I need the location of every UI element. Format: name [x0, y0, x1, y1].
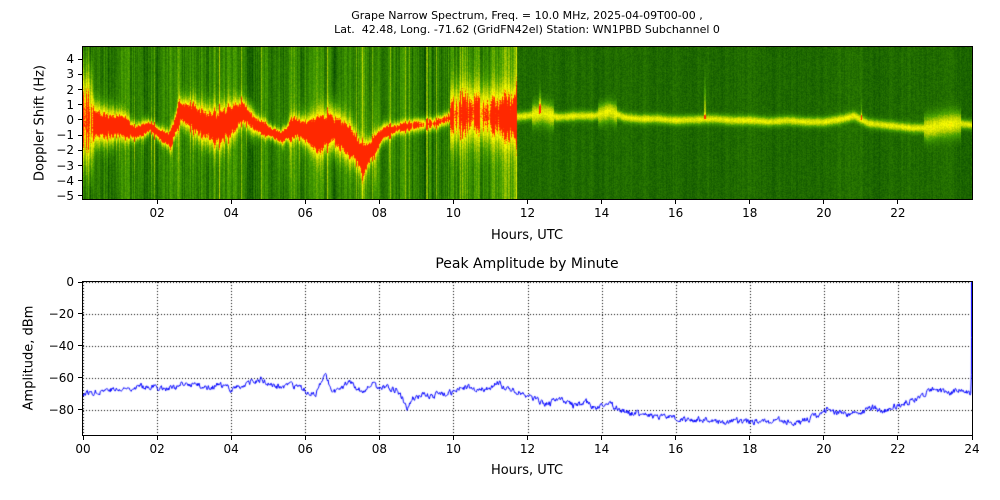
amplitude-y-tick-label: −20	[48, 306, 74, 321]
spectrogram-x-tick-label: 22	[890, 206, 906, 220]
spectrogram-y-tick-mark	[78, 119, 82, 121]
spectrogram-y-tick-mark	[78, 165, 82, 167]
amplitude-x-tick-label: 16	[668, 442, 684, 456]
amplitude-title: Peak Amplitude by Minute	[435, 256, 619, 272]
spectrogram-x-tick-label: 02	[149, 206, 165, 220]
spectrogram-y-tick-label: −4	[56, 173, 74, 188]
amplitude-x-tick-mark	[452, 436, 454, 440]
spectrogram-x-axis-label: Hours, UTC	[490, 228, 564, 243]
spectrogram-plot-area	[82, 46, 973, 200]
spectrogram-x-tick-mark	[452, 200, 454, 204]
amplitude-x-tick-label: 10	[445, 442, 462, 456]
spectrogram-y-tick-label: 3	[66, 67, 74, 82]
amplitude-y-tick-label: −80	[48, 402, 74, 417]
amplitude-x-tick-label: 20	[816, 442, 832, 456]
amplitude-x-tick-label: 12	[519, 442, 536, 456]
amplitude-y-tick-mark	[78, 313, 82, 315]
spectrogram-y-tick-label: −5	[56, 188, 74, 203]
spectrogram-y-tick-mark	[78, 195, 82, 197]
spectrogram-y-tick-label: 2	[66, 82, 74, 97]
spectrogram-x-tick-mark	[675, 200, 677, 204]
amplitude-x-tick-mark	[971, 436, 973, 440]
amplitude-y-axis-label: Amplitude, dBm	[21, 305, 37, 411]
spectrogram-y-tick-label: −1	[56, 128, 74, 143]
amplitude-x-tick-mark	[304, 436, 306, 440]
spectrogram-y-tick-mark	[78, 89, 82, 91]
amplitude-x-tick-mark	[823, 436, 825, 440]
amplitude-canvas	[83, 282, 972, 435]
spectrogram-x-tick-mark	[897, 200, 899, 204]
amplitude-y-tick-label: −60	[48, 370, 74, 385]
amplitude-y-tick-label: −40	[48, 338, 74, 353]
spectrogram-y-tick-mark	[78, 73, 82, 75]
amplitude-x-tick-mark	[675, 436, 677, 440]
spectrogram-y-tick-label: 0	[66, 112, 74, 127]
amplitude-x-tick-mark	[230, 436, 232, 440]
spectrogram-x-tick-label: 06	[297, 206, 313, 220]
amplitude-x-tick-label: 00	[75, 442, 91, 456]
spectrogram-x-tick-label: 08	[371, 206, 387, 220]
spectrogram-x-tick-label: 04	[223, 206, 239, 220]
amplitude-x-tick-mark	[897, 436, 899, 440]
amplitude-x-tick-mark	[82, 436, 84, 440]
amplitude-y-tick-mark	[78, 377, 82, 379]
spectrogram-y-tick-label: 1	[66, 97, 74, 112]
spectrogram-y-tick-mark	[78, 58, 82, 60]
spectrogram-x-tick-label: 14	[593, 206, 610, 220]
spectrogram-x-tick-mark	[527, 200, 528, 204]
amplitude-x-tick-mark	[749, 436, 751, 440]
spectrogram-x-tick-label: 12	[519, 206, 536, 220]
spectrogram-x-tick-mark	[304, 200, 306, 204]
amplitude-plot-area	[82, 281, 973, 436]
amplitude-x-tick-mark	[601, 436, 603, 440]
spectrogram-x-tick-label: 20	[816, 206, 832, 220]
amplitude-x-tick-label: 02	[149, 442, 165, 456]
amplitude-x-tick-label: 24	[964, 442, 980, 456]
amplitude-x-tick-label: 06	[297, 442, 313, 456]
spectrogram-x-tick-mark	[749, 200, 751, 204]
amplitude-x-tick-label: 22	[890, 442, 906, 456]
spectrogram-title-line2: Lat. 42.48, Long. -71.62 (GridFN42el) St…	[334, 23, 720, 36]
spectrogram-y-tick-label: −3	[56, 158, 74, 173]
amplitude-y-tick-mark	[78, 345, 82, 347]
spectrogram-x-tick-label: 16	[668, 206, 684, 220]
spectrogram-x-tick-mark	[378, 200, 380, 204]
spectrogram-y-tick-mark	[78, 134, 82, 136]
spectrogram-x-tick-mark	[601, 200, 603, 204]
amplitude-x-tick-mark	[156, 436, 158, 440]
spectrogram-title-line1: Grape Narrow Spectrum, Freq. = 10.0 MHz,…	[351, 9, 703, 22]
spectrogram-x-tick-mark	[156, 200, 158, 204]
amplitude-x-tick-label: 18	[742, 442, 758, 456]
spectrogram-y-tick-label: 4	[66, 52, 74, 67]
spectrogram-x-tick-mark	[230, 200, 232, 204]
amplitude-y-tick-label: 0	[66, 275, 74, 289]
spectrogram-x-tick-label: 18	[742, 206, 758, 220]
amplitude-x-tick-label: 14	[593, 442, 610, 456]
amplitude-y-tick-mark	[78, 409, 82, 410]
amplitude-x-tick-mark	[378, 436, 380, 440]
spectrogram-y-tick-mark	[78, 149, 82, 151]
amplitude-y-tick-mark	[78, 281, 82, 283]
amplitude-x-axis-label: Hours, UTC	[490, 463, 564, 478]
spectrogram-y-tick-label: −2	[56, 143, 74, 158]
amplitude-x-tick-mark	[527, 436, 528, 440]
amplitude-x-tick-label: 08	[371, 442, 387, 456]
spectrogram-x-tick-label: 10	[445, 206, 462, 220]
spectrogram-canvas	[83, 47, 972, 199]
amplitude-x-tick-label: 04	[223, 442, 239, 456]
spectrogram-y-tick-mark	[78, 104, 82, 106]
spectrogram-y-tick-mark	[78, 180, 82, 182]
spectrogram-x-tick-mark	[823, 200, 825, 204]
